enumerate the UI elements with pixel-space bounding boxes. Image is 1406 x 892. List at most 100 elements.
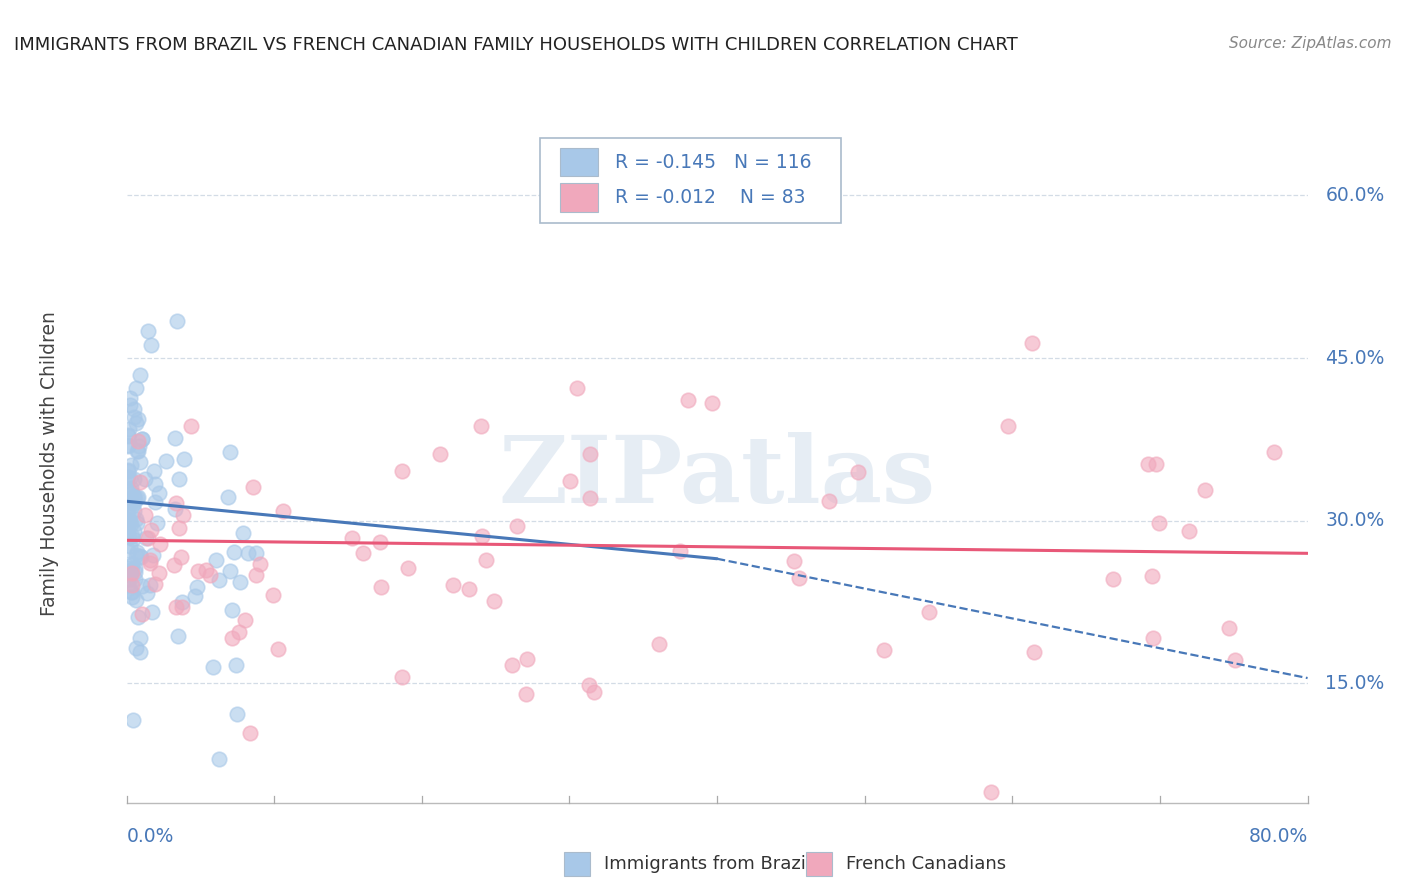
FancyBboxPatch shape [560,148,598,177]
Point [149,537,172,551]
Text: 0.0%: 0.0% [127,827,174,846]
Point [122,472,145,486]
Point [136,325,159,339]
Point [117,427,139,442]
Point [121,577,143,591]
Point [578,446,600,460]
Point [120,563,142,577]
Point [167,472,190,486]
Point [118,513,141,527]
Point [239,726,262,740]
Point [516,652,538,666]
Point [208,752,231,766]
Point [148,486,170,500]
Point [139,556,162,570]
Point [121,585,143,599]
Point [142,464,165,478]
Point [167,629,190,643]
Point [787,571,810,585]
Point [1178,524,1201,538]
Point [121,495,143,509]
Point [138,578,160,592]
Point [783,554,806,568]
Point [471,529,494,543]
Point [267,642,290,657]
Point [170,595,193,609]
Point [129,368,152,383]
Text: 15.0%: 15.0% [1326,674,1385,693]
Point [155,453,177,467]
Point [484,593,506,607]
Point [129,631,152,645]
Text: Immigrants from Brazil: Immigrants from Brazil [603,855,811,872]
Point [170,549,193,564]
Point [429,447,451,461]
Point [127,444,149,458]
Point [121,566,143,580]
Point [669,544,692,558]
Point [135,531,157,545]
Point [700,396,723,410]
Point [129,549,152,563]
Point [134,508,156,523]
Point [117,500,139,515]
Point [172,508,194,522]
Point [872,643,894,657]
Point [470,418,492,433]
Point [242,480,264,494]
FancyBboxPatch shape [806,852,831,876]
Point [122,504,145,518]
Point [163,558,186,573]
Point [1140,569,1163,583]
Point [120,398,142,412]
Point [180,419,202,434]
Point [221,631,243,645]
Point [1021,336,1043,351]
Point [124,409,146,424]
Point [200,568,222,582]
Point [1136,457,1159,471]
Point [271,504,294,518]
Point [195,563,218,577]
Point [121,499,143,513]
Point [120,486,142,500]
Text: Family Households with Children: Family Households with Children [41,311,59,616]
Point [475,552,498,566]
Point [117,463,139,477]
Point [139,553,162,567]
FancyBboxPatch shape [564,852,589,876]
Point [121,557,143,571]
Point [143,494,166,508]
Point [139,524,162,538]
Point [579,491,602,505]
Point [228,625,250,640]
Point [127,412,149,426]
Point [245,568,267,582]
Point [676,393,699,408]
Point [208,574,231,588]
Point [127,434,149,449]
Point [229,574,252,589]
Point [121,713,143,727]
Point [117,561,139,575]
Point [118,470,141,484]
Text: French Canadians: French Canadians [846,855,1005,872]
Point [122,402,145,417]
Text: R = -0.012    N = 83: R = -0.012 N = 83 [616,188,806,207]
Point [128,439,150,453]
Point [117,485,139,500]
Point [117,578,139,592]
Text: 45.0%: 45.0% [1326,349,1385,368]
FancyBboxPatch shape [560,183,598,211]
Point [117,571,139,585]
Point [233,613,256,627]
Point [218,444,240,458]
Point [124,560,146,574]
Point [117,508,139,523]
Point [117,464,139,478]
Point [125,381,148,395]
Point [1022,645,1045,659]
Point [1218,621,1240,635]
Point [129,645,152,659]
Point [134,472,156,486]
